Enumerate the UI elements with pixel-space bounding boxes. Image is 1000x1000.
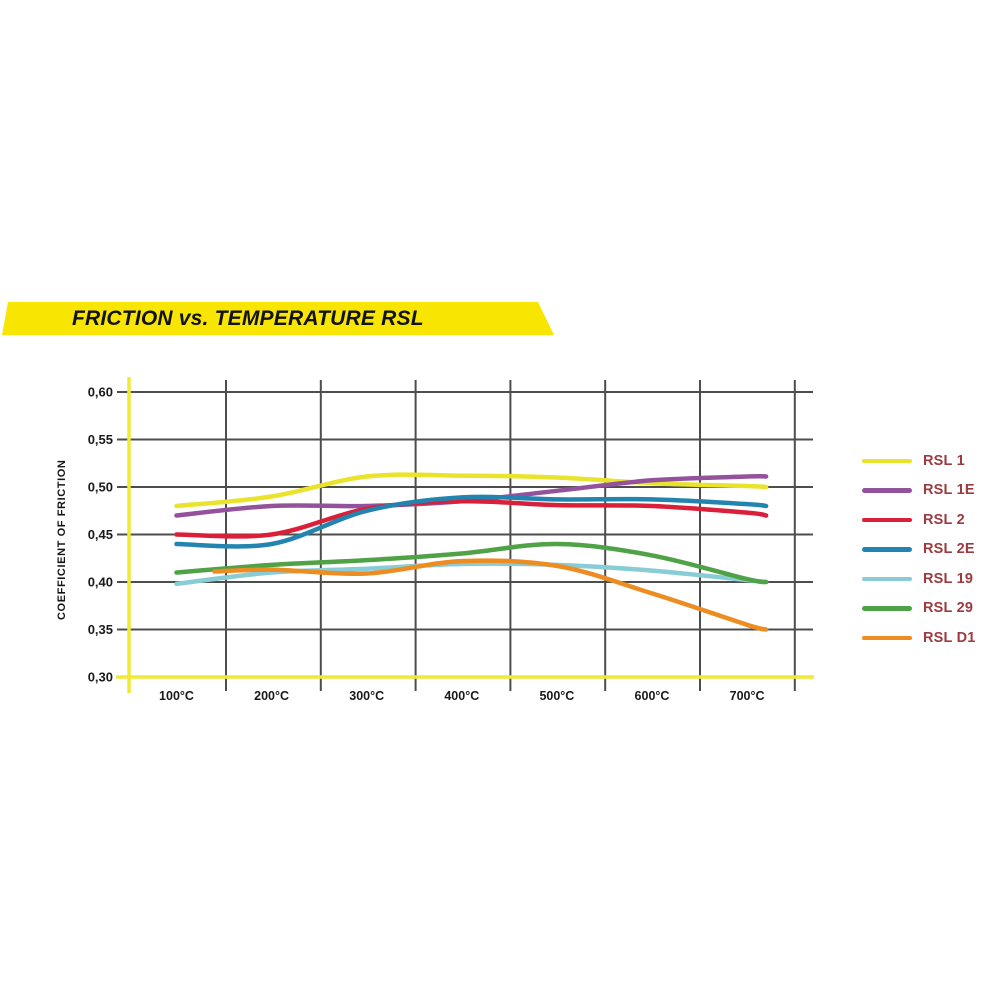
legend-item-rsl-29: RSL 29: [862, 594, 976, 624]
series-line-rsl-d1: [212, 558, 769, 632]
legend-item-rsl-1e: RSL 1E: [862, 476, 976, 506]
legend-label: RSL 1E: [923, 482, 975, 499]
legend-color-swatch: [862, 488, 912, 493]
x-tick-label: 100°C: [159, 689, 194, 703]
legend-color-swatch: [862, 517, 912, 522]
legend-item-rsl-19: RSL 19: [862, 564, 976, 594]
series-line-rsl-29: [174, 541, 769, 585]
legend-item-rsl-2: RSL 2: [862, 505, 976, 535]
x-tick-label: 300°C: [349, 689, 384, 703]
legend: RSL 1 RSL 1E RSL 2 RSL 2E RSL 19 RSL 29 RSL D1: [862, 446, 976, 653]
y-tick-label: 0,35: [88, 622, 113, 637]
y-tick-label: 0,30: [88, 670, 113, 685]
legend-label: RSL 1: [923, 452, 965, 469]
legend-label: RSL 2E: [923, 541, 975, 558]
legend-item-rsl-2e: RSL 2E: [862, 535, 976, 565]
series-line-rsl-2: [174, 498, 769, 539]
y-tick-label: 0,60: [88, 385, 113, 400]
legend-color-swatch: [862, 458, 912, 463]
legend-label: RSL 2: [923, 511, 965, 528]
x-tick-label: 200°C: [254, 689, 289, 703]
legend-color-swatch: [862, 547, 912, 552]
y-tick-label: 0,50: [88, 480, 113, 495]
series-line-rsl-2e: [174, 494, 769, 549]
x-tick-label: 500°C: [539, 689, 574, 703]
legend-label: RSL 29: [923, 600, 974, 617]
legend-label: RSL 19: [923, 570, 974, 587]
series-line-rsl-1: [174, 472, 769, 509]
chart-title: FRICTION vs. TEMPERATURE RSL: [72, 307, 424, 330]
y-tick-label: 0,55: [88, 432, 113, 447]
x-tick-label: 600°C: [635, 689, 670, 703]
legend-color-swatch: [862, 606, 912, 611]
legend-item-rsl-1: RSL 1: [862, 446, 976, 476]
legend-label: RSL D1: [923, 629, 976, 646]
title-banner: FRICTION vs. TEMPERATURE RSL: [2, 302, 554, 335]
y-tick-label: 0,40: [88, 575, 113, 590]
y-tick-label: 0,45: [88, 527, 113, 542]
legend-color-swatch: [862, 576, 912, 581]
legend-color-swatch: [862, 635, 912, 640]
x-tick-label: 700°C: [730, 689, 765, 703]
x-tick-label: 400°C: [444, 689, 479, 703]
legend-item-rsl-d1: RSL D1: [862, 623, 976, 653]
